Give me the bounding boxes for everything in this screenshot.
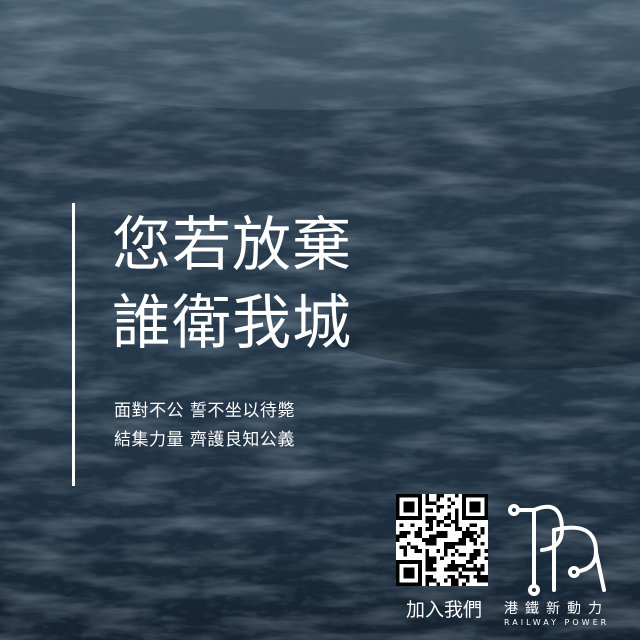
subtitle-line-1: 面對不公 誓不坐以待斃 — [114, 401, 295, 421]
railway-power-logo — [508, 504, 606, 596]
headline: 您若放棄 誰衛我城 — [112, 206, 352, 362]
qr-code-graphic — [396, 494, 488, 586]
headline-line-2: 誰衛我城 — [112, 288, 353, 357]
brand-name-zh: 港鐵新動力 — [504, 601, 609, 617]
headline-line-1: 您若放棄 — [112, 210, 353, 279]
subtitle-line-2: 結集力量 齊護良知公義 — [114, 430, 295, 450]
join-us-label[interactable]: 加入我們 — [405, 599, 482, 621]
subtitle: 面對不公 誓不坐以待斃 結集力量 齊護良知公義 — [114, 397, 295, 455]
qr-code-icon[interactable] — [396, 494, 488, 586]
brand-name-en: RAILWAY POWER — [504, 618, 610, 627]
vertical-accent-bar — [72, 203, 75, 486]
